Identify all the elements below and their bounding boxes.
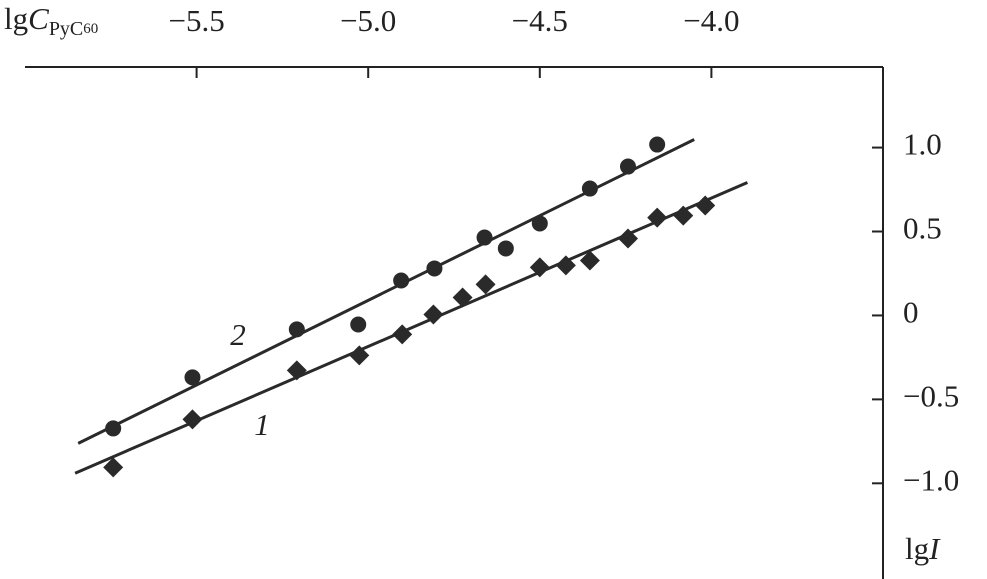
x-tick-label: −5.5 [168,3,224,38]
point [555,255,576,276]
y-tick-label: 0.5 [903,211,942,246]
point [452,287,473,308]
point [105,420,122,437]
point [695,195,716,216]
point [673,205,694,226]
point [476,229,493,246]
point [581,180,598,197]
fit-line [74,181,749,475]
x-tick-label: −5.0 [340,3,396,38]
point [426,260,443,277]
y-tick-label: −0.5 [903,378,959,413]
series-label: 2 [230,317,246,352]
x-axis-label: lgCPyC60 [4,1,98,39]
series-label: 1 [254,407,270,442]
x-tick-label: −4.5 [512,3,568,38]
point [620,158,637,175]
point [392,324,413,345]
point [393,272,410,289]
point [497,240,514,257]
y-tick-label: −1.0 [903,462,959,497]
point [288,321,305,338]
y-axis-label: lgI [905,531,941,566]
point [103,457,124,478]
point [579,250,600,271]
point [184,369,201,386]
y-tick-label: 1.0 [903,127,942,162]
point [350,316,367,333]
point [531,215,548,232]
point [475,274,496,295]
fit-line [77,138,695,445]
y-tick-label: 0 [903,295,919,330]
point [349,345,370,366]
x-tick-label: −4.0 [683,3,739,38]
point [618,228,639,249]
point [647,207,668,228]
point [286,360,307,381]
point [529,257,550,278]
point [182,409,203,430]
point [423,304,444,325]
point [649,136,666,153]
